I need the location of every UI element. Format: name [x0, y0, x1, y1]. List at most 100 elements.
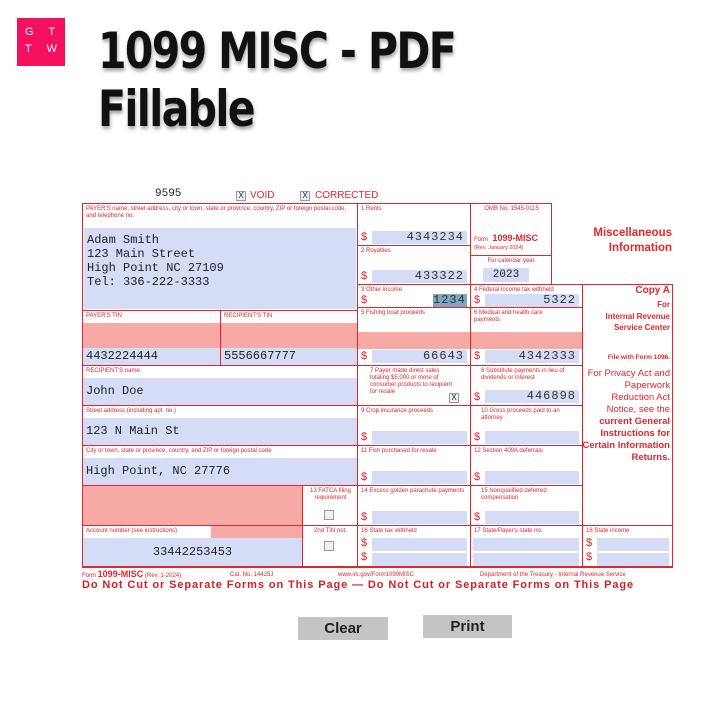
- logo-text: G T T W: [25, 26, 63, 55]
- footer-url: www.irs.gov/Form1099MISC: [338, 572, 415, 578]
- payer-box: PAYER'S name, street address, city or to…: [82, 203, 358, 311]
- void-checkbox[interactable]: X: [236, 191, 246, 201]
- form-rev: (Rev. January 2024): [474, 245, 524, 251]
- instructions-link[interactable]: current General Instructions for Certain…: [582, 416, 670, 463]
- box7-label: 7 Payer made direct sales totaling $5,00…: [370, 368, 453, 395]
- dollar-sign: $: [361, 431, 368, 443]
- dollar-sign: $: [361, 537, 368, 549]
- box4-label: 4 Federal income tax withheld: [474, 287, 554, 293]
- city-input[interactable]: High Point, NC 27776: [83, 458, 357, 485]
- corrected-checkbox[interactable]: X: [300, 191, 310, 201]
- payer-tin-input[interactable]: 4432224444: [83, 348, 220, 365]
- street-input[interactable]: 123 N Main St: [83, 418, 357, 445]
- dollar-sign: $: [361, 270, 368, 282]
- footer-form-name: 1099-MISC: [97, 569, 144, 579]
- dollar-sign: $: [586, 551, 593, 563]
- royalties-input[interactable]: 433322: [372, 270, 467, 283]
- state-income-input-2[interactable]: [597, 553, 669, 566]
- corrected-label: CORRECTED: [315, 190, 379, 201]
- form-side-title: Miscellaneous Information: [593, 227, 672, 254]
- recipient-tin-input[interactable]: 5556667777: [221, 348, 357, 365]
- nonqualified-comp-input[interactable]: [485, 511, 579, 524]
- box6: 6 Medical and health care payments $ 434…: [470, 307, 583, 366]
- state-income-input-1[interactable]: [597, 538, 669, 551]
- dollar-sign: $: [361, 551, 368, 563]
- recipient-tin-label: RECIPIENT'S TIN: [224, 313, 273, 319]
- dollar-sign: $: [474, 431, 481, 443]
- section-409a-input[interactable]: [485, 471, 579, 484]
- second-tin-box: 2nd TIN not.: [302, 525, 358, 567]
- medical-payments-input[interactable]: 4342333: [485, 350, 579, 363]
- box9-label: 9 Crop insurance proceeds: [361, 408, 434, 414]
- box3-label: 3 Other income: [361, 287, 403, 293]
- box7: 7 Payer made direct sales totaling $5,00…: [357, 365, 471, 406]
- box12-label: 12 Section 409A deferrals: [474, 448, 543, 454]
- city-box: City or town, state or province, country…: [82, 445, 358, 486]
- box10: 10 Gross proceeds paid to an attorney $: [470, 405, 583, 446]
- file-with: File with Form 1096.: [607, 354, 670, 361]
- recipient-name-label: RECIPIENT'S name: [86, 368, 140, 374]
- state-number-input-2[interactable]: [473, 553, 579, 566]
- state-tax-input-1[interactable]: [372, 538, 467, 551]
- copy-a-panel: Copy A For Internal Revenue Service Cent…: [582, 284, 673, 526]
- substitute-payments-input[interactable]: 446898: [485, 390, 579, 403]
- page-title: 1099 MISC - PDF Fillable: [98, 22, 457, 138]
- footer-form-prefix: Form: [82, 573, 96, 579]
- copy-a: Copy A: [635, 285, 670, 296]
- clear-button[interactable]: Clear: [298, 617, 388, 640]
- box2-label: 2 Royalties: [361, 248, 391, 254]
- form-prefix: Form: [474, 237, 488, 243]
- fishing-boat-input[interactable]: 66643: [372, 350, 467, 363]
- footer-form: Form 1099-MISC (Rev. 1-2024): [82, 569, 181, 579]
- golden-parachute-input[interactable]: [372, 511, 467, 524]
- calendar-year-input[interactable]: 2023: [483, 268, 529, 282]
- dollar-sign: $: [361, 231, 368, 243]
- copy-for: For: [657, 300, 670, 309]
- rents-input[interactable]: 4343234: [372, 231, 467, 244]
- account-box: Account number (see instructions) 334422…: [82, 525, 303, 567]
- omb-number: OMB No. 1545-0115: [484, 206, 539, 212]
- payer-line: Tel: 336-222-3333: [87, 275, 210, 289]
- box5-label: 5 Fishing boat proceeds: [361, 310, 426, 316]
- shaded-area: [82, 485, 303, 526]
- recipient-name-box: RECIPIENT'S name John Doe: [82, 365, 358, 406]
- dollar-sign: $: [586, 537, 593, 549]
- footer-divider: [82, 566, 673, 568]
- fatca-box: 13 FATCA filing requirement: [302, 485, 358, 526]
- fatca-checkbox[interactable]: [324, 510, 334, 520]
- form-name: 1099-MISC: [492, 233, 538, 243]
- federal-tax-input[interactable]: 5322: [485, 294, 579, 307]
- print-button[interactable]: Print: [423, 615, 512, 638]
- second-tin-checkbox[interactable]: [324, 541, 334, 551]
- dollar-sign: $: [361, 350, 368, 362]
- box10-label: 10 Gross proceeds paid to an attorney: [481, 408, 560, 421]
- dollar-sign: $: [474, 350, 481, 362]
- irs-center: Internal Revenue Service Center: [605, 312, 670, 332]
- account-label: Account number (see instructions): [86, 528, 178, 534]
- box4: 4 Federal income tax withheld $ 5322: [470, 284, 583, 308]
- fish-purchased-input[interactable]: [372, 471, 467, 484]
- dollar-sign: $: [361, 294, 368, 306]
- dollar-sign: $: [474, 511, 481, 523]
- box1: 1 Rents $ 4343234: [357, 203, 471, 246]
- payer-tin-label: PAYER'S TIN: [86, 313, 122, 319]
- dollar-sign: $: [361, 511, 368, 523]
- second-tin-label: 2nd TIN not.: [314, 528, 347, 534]
- state-tax-input-2[interactable]: [372, 553, 467, 566]
- attorney-proceeds-input[interactable]: [485, 431, 579, 444]
- recipient-name-input[interactable]: John Doe: [83, 378, 357, 405]
- do-not-cut-notice: Do Not Cut or Separate Forms on This Pag…: [82, 579, 635, 591]
- box18: 18 State income $ $: [582, 525, 673, 567]
- dollar-sign: $: [474, 471, 481, 483]
- calendar-year-label: For calendar year: [487, 258, 535, 264]
- crop-insurance-input[interactable]: [372, 431, 467, 444]
- fatca-label: 13 FATCA filing requirement: [310, 488, 351, 501]
- payer-input[interactable]: Adam Smith 123 Main Street High Point NC…: [84, 228, 356, 309]
- form-code: 9595: [155, 188, 182, 200]
- other-income-input[interactable]: 1234: [433, 293, 467, 307]
- account-input[interactable]: 33442253453: [83, 538, 302, 566]
- dollar-sign: $: [474, 294, 481, 306]
- direct-sales-checkbox[interactable]: X: [449, 393, 459, 403]
- gttw-logo: G T T W: [17, 18, 65, 66]
- state-number-input-1[interactable]: [473, 538, 579, 551]
